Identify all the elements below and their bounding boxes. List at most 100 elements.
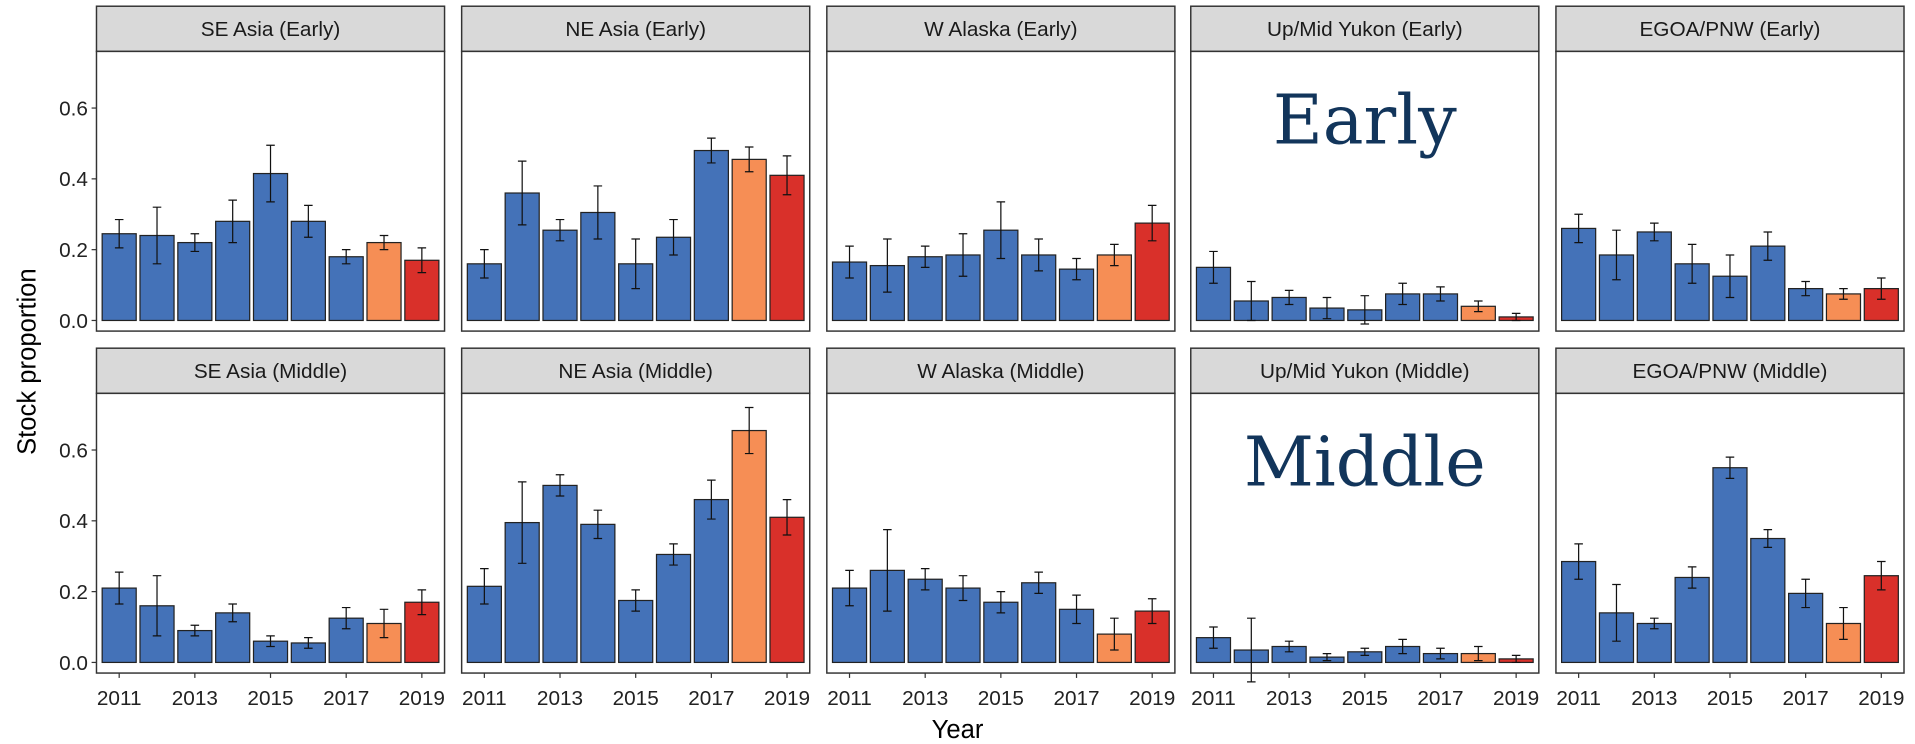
- x-tick-label: 2017: [1783, 687, 1829, 710]
- bar: [731, 429, 767, 664]
- error-bar: [996, 591, 1006, 614]
- x-tick-label: 2019: [764, 687, 810, 710]
- error-bar: [1247, 617, 1256, 683]
- error-bar: [1650, 617, 1659, 630]
- x-tick-label: 2011: [827, 687, 872, 710]
- error-bar: [1763, 529, 1773, 548]
- error-bar: [1209, 626, 1218, 649]
- bar: [542, 229, 578, 322]
- strip-title: SE Asia (Early): [201, 18, 341, 41]
- error-bar: [707, 479, 716, 520]
- error-bar: [1877, 277, 1886, 300]
- error-bar: [114, 571, 124, 605]
- error-bar: [782, 155, 792, 196]
- bar: [328, 256, 364, 322]
- bar: [769, 174, 805, 322]
- error-bar: [1511, 654, 1521, 664]
- annotation: Middle: [1244, 424, 1486, 503]
- error-bar: [1110, 243, 1119, 267]
- x-tick-label: 2011: [1191, 687, 1236, 710]
- strip-bg: [95, 347, 446, 395]
- strip-bg: [460, 5, 811, 53]
- error-bar: [304, 204, 313, 238]
- x-tick-label: 2011: [97, 687, 142, 710]
- panel-border: [1555, 50, 1905, 332]
- error-bar: [1284, 289, 1294, 306]
- error-bar: [1322, 296, 1332, 320]
- x-tick-label: 2017: [323, 687, 369, 710]
- error-bar: [707, 137, 716, 164]
- bar: [1096, 254, 1132, 322]
- error-bar: [1034, 571, 1043, 595]
- x-tick-label: 2019: [1493, 687, 1539, 710]
- error-bar: [1687, 243, 1697, 284]
- error-bar: [1474, 300, 1483, 313]
- bar: [580, 523, 616, 664]
- x-tick-label: 2015: [1707, 687, 1753, 710]
- error-bar: [845, 569, 854, 607]
- error-bar: [1687, 566, 1697, 589]
- x-tick-label: 2019: [1129, 687, 1175, 710]
- error-bar: [593, 185, 603, 240]
- bar: [907, 578, 943, 664]
- strip-bg: [1190, 347, 1540, 395]
- error-bar: [555, 474, 565, 497]
- x-tick-label: 2015: [978, 687, 1024, 710]
- x-tick-label: 2013: [172, 687, 218, 710]
- error-bar: [1612, 583, 1621, 642]
- x-tick-label: 2017: [688, 687, 734, 710]
- x-tick-label: 2017: [1417, 687, 1463, 710]
- strip-title: Up/Mid Yukon (Early): [1267, 18, 1463, 41]
- error-bar: [266, 144, 275, 203]
- error-bar: [631, 589, 640, 612]
- x-tick-label: 2013: [902, 687, 948, 710]
- error-bar: [517, 160, 527, 226]
- error-bar: [1072, 594, 1081, 625]
- error-bar: [669, 543, 678, 566]
- panel-border: [1190, 50, 1540, 332]
- y-tick-label: 0.4: [59, 168, 88, 191]
- y-axis-title: Stock proportion: [13, 268, 41, 455]
- strip-title: EGOA/PNW (Early): [1639, 18, 1820, 41]
- error-bar: [417, 247, 427, 274]
- bar: [1636, 231, 1672, 322]
- error-bar: [114, 218, 124, 249]
- bar: [655, 553, 692, 664]
- bar: [542, 484, 578, 664]
- strip-bg: [1555, 5, 1905, 53]
- panel-border: [95, 50, 446, 332]
- error-bar: [1398, 638, 1407, 655]
- error-bar: [1147, 204, 1157, 242]
- error-bar: [1398, 282, 1407, 306]
- x-tick-label: 2019: [399, 687, 445, 710]
- error-bar: [1284, 640, 1294, 653]
- error-bar: [379, 608, 389, 639]
- error-bar: [152, 575, 162, 637]
- panel-border: [460, 50, 811, 332]
- error-bar: [1839, 287, 1848, 300]
- bar: [693, 149, 729, 322]
- bar: [1750, 537, 1786, 664]
- strip-title: W Alaska (Middle): [917, 360, 1084, 383]
- error-bar: [883, 529, 892, 612]
- strip-title: NE Asia (Early): [565, 18, 706, 41]
- error-bar: [1034, 238, 1043, 272]
- x-tick-label: 2017: [1053, 687, 1099, 710]
- strip-bg: [95, 5, 446, 53]
- error-bar: [1650, 222, 1659, 242]
- error-bar: [190, 233, 200, 253]
- error-bar: [1474, 645, 1483, 662]
- x-tick-label: 2011: [1556, 687, 1601, 710]
- error-bar: [341, 606, 351, 630]
- error-bar: [417, 589, 427, 616]
- error-bar: [379, 234, 389, 251]
- strip-title: EGOA/PNW (Middle): [1633, 360, 1828, 383]
- bar: [769, 516, 805, 664]
- error-bar: [304, 637, 313, 649]
- bar: [1674, 576, 1710, 664]
- error-bar: [1322, 652, 1332, 662]
- error-bar: [1725, 254, 1735, 299]
- x-tick-label: 2019: [1858, 687, 1904, 710]
- error-bar: [631, 238, 640, 290]
- panel: [1190, 51, 1539, 332]
